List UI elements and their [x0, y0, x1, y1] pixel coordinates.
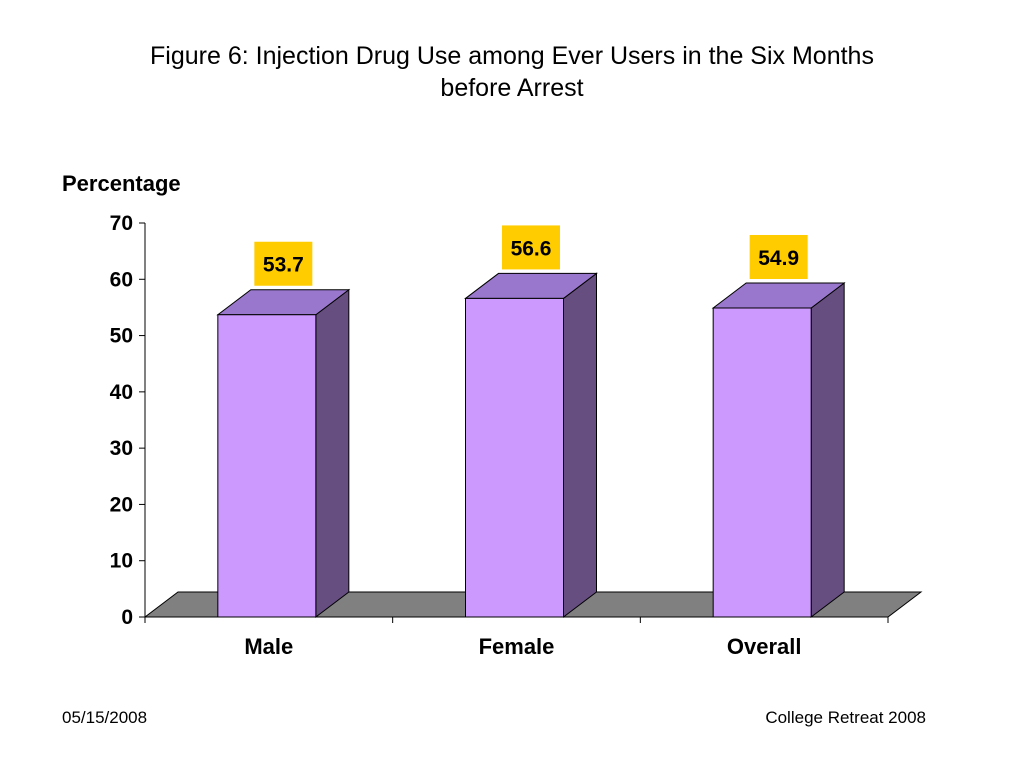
y-tick-label: 50 — [110, 325, 133, 348]
y-tick-label: 40 — [110, 381, 133, 404]
bar — [465, 297, 564, 618]
footer-date: 05/15/2008 — [62, 708, 148, 727]
bar-side — [563, 272, 597, 619]
y-tick-label: 10 — [110, 550, 133, 573]
y-axis-label: Percentage — [62, 171, 181, 196]
x-tick-label: Female — [479, 634, 555, 659]
chart-title: Figure 6: Injection Drug Use among Ever … — [60, 40, 964, 104]
data-label-box — [502, 225, 560, 270]
x-tick-label: Overall — [727, 634, 802, 659]
chart-title-line-2: before Arrest — [440, 74, 584, 102]
bar — [712, 307, 812, 618]
y-tick-label: 30 — [110, 437, 133, 460]
y-tick-label: 0 — [121, 606, 133, 629]
data-label: 54.9 — [758, 247, 799, 270]
y-tick-label: 20 — [110, 493, 133, 516]
y-tick-label: 60 — [110, 268, 133, 291]
bar-side — [315, 288, 350, 619]
data-label-box — [749, 234, 808, 279]
x-tick-label: Male — [244, 634, 293, 659]
footer-event: College Retreat 2008 — [765, 708, 926, 727]
data-label-box — [254, 241, 313, 286]
chart-title-line-1: Figure 6: Injection Drug Use among Ever … — [150, 42, 874, 70]
bar — [217, 314, 317, 618]
bar-side — [810, 281, 845, 619]
data-label: 53.7 — [263, 254, 304, 277]
data-label: 56.6 — [511, 237, 552, 260]
y-tick-label: 70 — [110, 212, 133, 235]
